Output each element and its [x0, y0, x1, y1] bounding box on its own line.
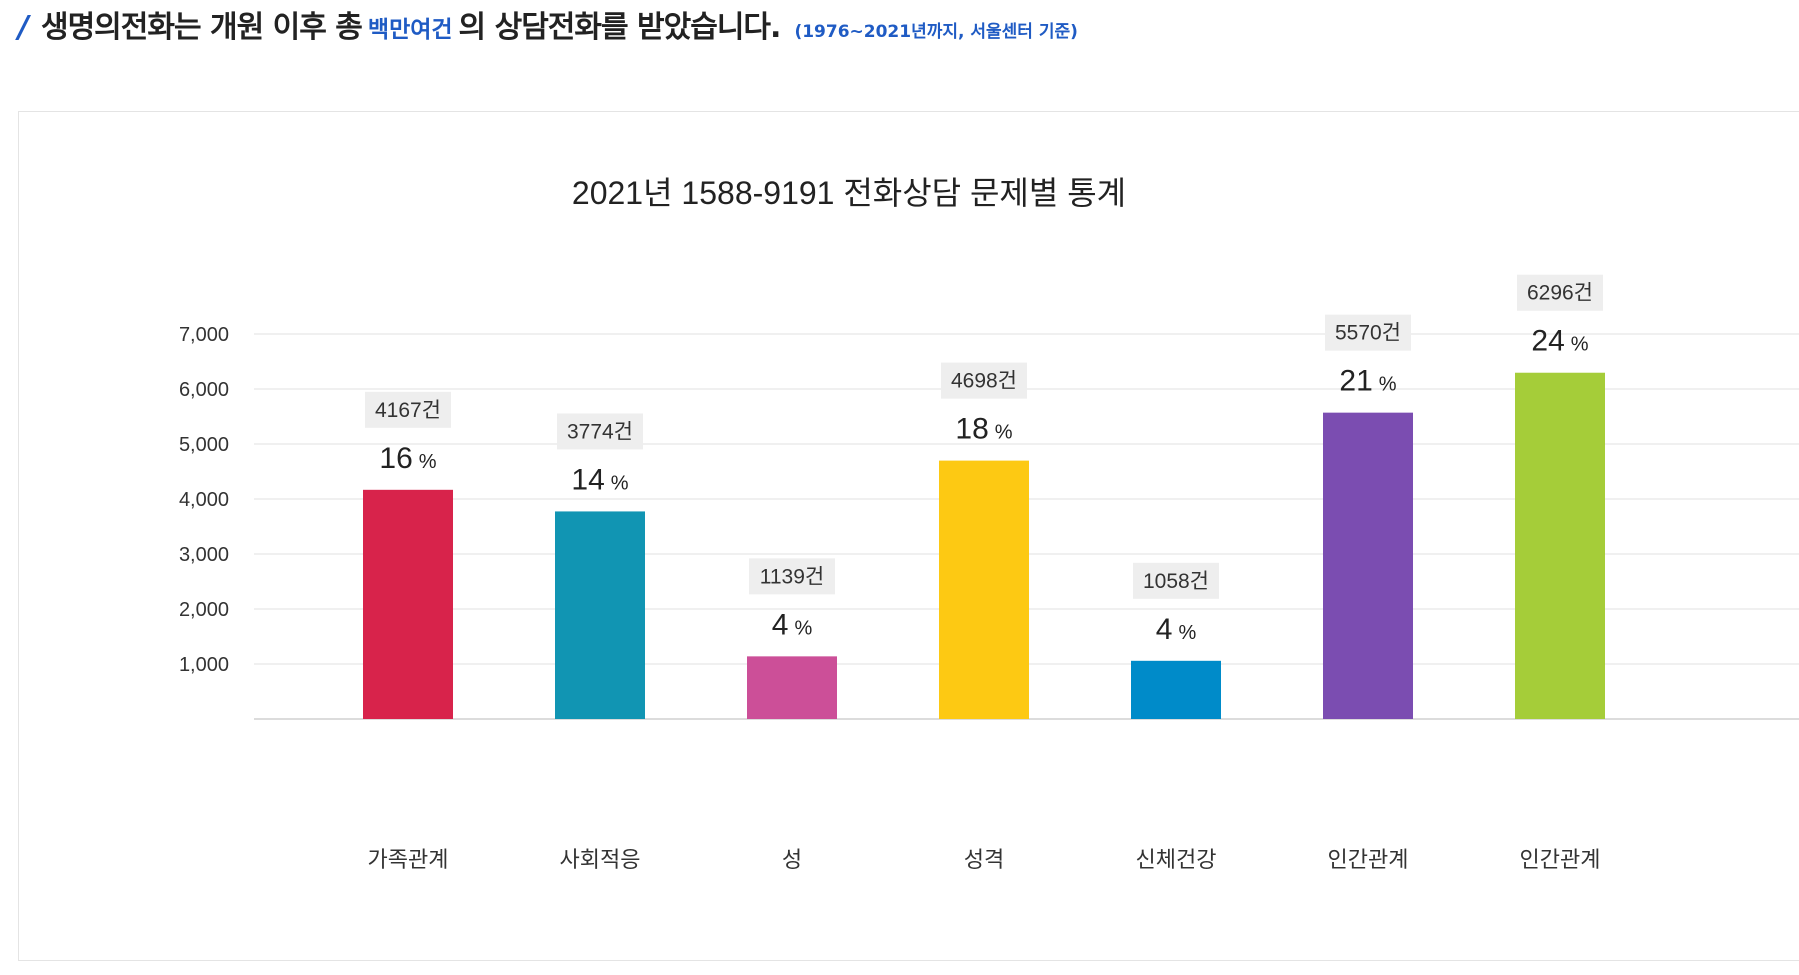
x-category-label: 인간관계	[1520, 847, 1601, 872]
bar-count-label: 4167건	[375, 399, 441, 422]
bar-percent-label: 4%	[772, 608, 813, 641]
bar-count-label: 1139건	[760, 565, 824, 588]
bar-count-label: 4698건	[951, 370, 1017, 393]
y-tick-label: 4,000	[179, 489, 229, 511]
x-category-label: 성	[782, 847, 802, 872]
count-label-bg	[941, 362, 1027, 399]
y-tick-label: 1,000	[179, 654, 229, 676]
x-category-label: 성격	[964, 847, 1004, 872]
bar-percent-label: 16%	[379, 442, 436, 475]
chart-container: 2021년 1588-9191 전화상담 문제별 통계 1,000 2,000 3,0…	[18, 111, 1799, 961]
y-tick-label: 5,000	[179, 434, 229, 456]
count-label-bg	[1517, 274, 1603, 311]
slash-icon: /	[18, 10, 29, 45]
bar-count-label: 5570건	[1335, 322, 1401, 345]
count-label-bg	[557, 413, 643, 450]
count-label-bg	[1133, 562, 1219, 599]
bar-count-label: 3774건	[567, 420, 633, 443]
y-tick-label: 3,000	[179, 544, 229, 566]
count-label-bg	[365, 391, 451, 428]
bar-percent-label: 14%	[571, 463, 628, 496]
x-category-label: 신체건강	[1136, 847, 1217, 872]
headline: / 생명의전화는 개원 이후 총 백만여건 의 상담전화를 받았습니다. (19…	[18, 2, 1078, 50]
bar-chart: 2021년 1588-9191 전화상담 문제별 통계 1,000 2,000 3,0…	[179, 175, 1799, 872]
bar-count-label: 1058건	[1143, 570, 1209, 593]
bar	[747, 656, 837, 719]
bar	[1515, 372, 1605, 719]
count-label-bg	[749, 558, 835, 595]
bar	[939, 460, 1029, 719]
bar-count-label: 6296건	[1527, 282, 1593, 305]
headline-note: (1976~2021년까지, 서울센터 기준)	[794, 22, 1078, 42]
bar-percent-label: 24%	[1531, 325, 1588, 358]
bar	[1323, 412, 1413, 719]
bar	[1131, 660, 1221, 719]
chart-title: 2021년 1588-9191 전화상담 문제별 통계	[572, 175, 1126, 211]
y-tick-label: 7,000	[179, 324, 229, 346]
headline-text: 생명의전화는 개원 이후 총	[40, 10, 363, 45]
headline-text-end: 의 상담전화를 받았습니다.	[458, 10, 782, 45]
bar-percent-label: 21%	[1339, 365, 1396, 398]
bar-percent-label: 18%	[955, 413, 1012, 446]
count-label-bg	[1325, 314, 1411, 351]
bar	[555, 511, 645, 719]
y-tick-label: 6,000	[179, 379, 229, 401]
y-tick-label: 2,000	[179, 599, 229, 621]
x-category-label: 가족관계	[368, 847, 449, 872]
x-category-label: 사회적응	[560, 847, 641, 872]
bar	[363, 489, 453, 719]
x-category-label: 인간관계	[1328, 847, 1409, 872]
headline-highlight: 백만여건	[367, 17, 453, 43]
bar-percent-label: 4%	[1156, 613, 1197, 646]
